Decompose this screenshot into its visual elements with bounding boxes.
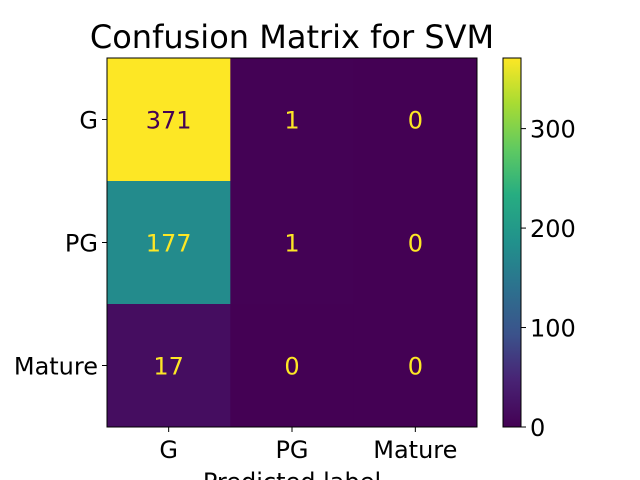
cell-value-0-2: 0 <box>408 107 423 135</box>
colorbar-tick-label: 200 <box>530 215 576 243</box>
heatmap-cell-2-1 <box>230 304 355 428</box>
cell-value-0-1: 1 <box>284 107 299 135</box>
colorbar-tick-label: 300 <box>530 116 576 144</box>
colorbar-tick-label: 0 <box>530 414 545 442</box>
heatmap-cell-0-2 <box>353 58 478 182</box>
cell-value-2-2: 0 <box>408 353 423 381</box>
cell-value-2-1: 0 <box>284 353 299 381</box>
cell-value-2-0: 17 <box>153 353 184 381</box>
heatmap-cell-0-1 <box>230 58 355 182</box>
heatmap-cell-0-0 <box>107 58 231 182</box>
heatmap-cell-1-1 <box>230 181 355 305</box>
cell-value-1-1: 1 <box>284 230 299 258</box>
heatmap-cell-1-2 <box>353 181 478 305</box>
heatmap-cells: 371 1 0 177 1 0 17 0 0 <box>107 58 478 428</box>
heatmap-cell-2-0 <box>107 304 231 428</box>
y-tick-label: Mature <box>14 353 98 381</box>
cell-value-0-0: 371 <box>146 107 192 135</box>
chart-title: Confusion Matrix for SVM <box>90 18 494 56</box>
y-axis: G PG Mature <box>14 107 107 381</box>
y-tick-label: PG <box>65 230 98 258</box>
x-axis-label: Predicted label <box>203 468 381 480</box>
x-tick-label: Mature <box>373 436 457 464</box>
colorbar: 0 100 200 300 <box>502 57 576 442</box>
heatmap-cell-2-2 <box>353 304 478 428</box>
cell-value-1-2: 0 <box>408 230 423 258</box>
heatmap-cell-1-0 <box>107 181 231 305</box>
y-tick-label: G <box>79 107 98 135</box>
x-tick-label: G <box>159 436 178 464</box>
x-axis: G PG Mature <box>159 427 457 464</box>
colorbar-gradient <box>502 57 522 428</box>
colorbar-tick-label: 100 <box>530 315 576 343</box>
x-tick-label: PG <box>275 436 308 464</box>
cell-value-1-0: 177 <box>146 230 192 258</box>
